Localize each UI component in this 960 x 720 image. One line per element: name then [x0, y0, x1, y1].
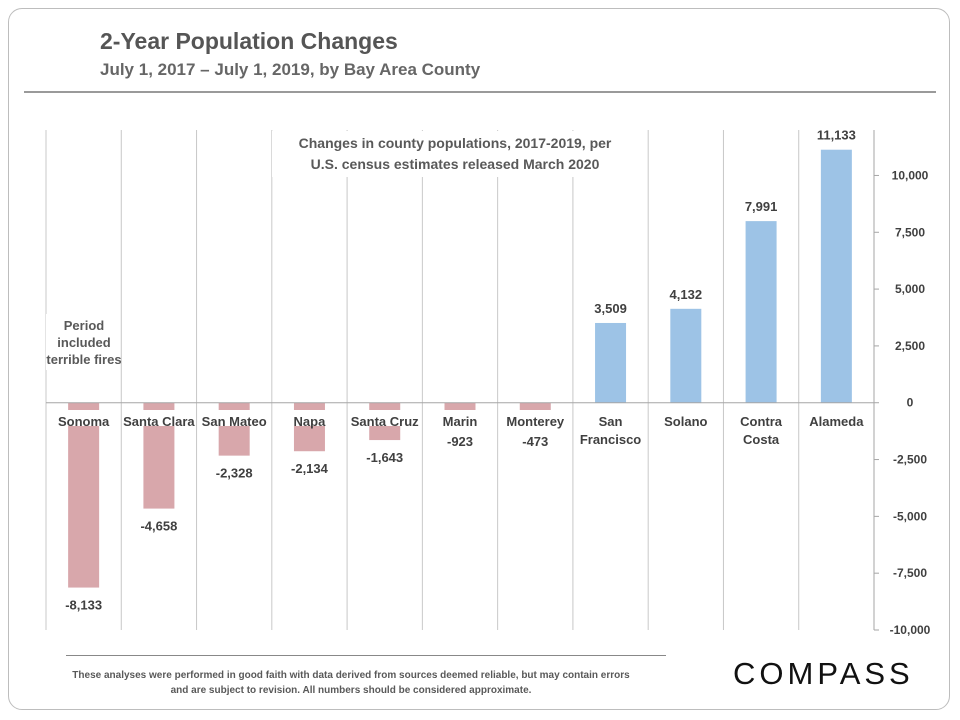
page-subtitle: July 1, 2017 – July 1, 2019, by Bay Area…	[100, 60, 481, 79]
slide-frame	[8, 8, 950, 710]
y-tick-label: -2,500	[893, 453, 927, 467]
value-label: -4,658	[140, 519, 177, 534]
category-label-bg	[348, 410, 421, 426]
annotation-title-line: U.S. census estimates released March 202…	[311, 156, 600, 172]
bar-san-francisco	[595, 322, 627, 403]
category-label-bg	[273, 410, 346, 426]
category-label-bg	[122, 410, 195, 426]
fire-note-bg	[46, 314, 120, 370]
bar-monterey	[519, 402, 551, 414]
bar-contra-costa	[745, 221, 777, 403]
annotation-title-bg	[272, 131, 634, 177]
y-tick-label: 7,500	[895, 225, 925, 239]
category-label-bg	[499, 410, 572, 426]
category-label: Monterey	[506, 414, 565, 429]
page-title: 2-Year Population Changes	[100, 28, 398, 54]
y-tick-label: 10,000	[892, 168, 929, 182]
value-label: -473	[522, 434, 548, 449]
category-label: Marin	[443, 414, 478, 429]
value-label: -8,133	[65, 598, 102, 613]
category-label: San	[599, 414, 623, 429]
y-tick-label: 0	[907, 396, 914, 410]
value-label: 3,509	[594, 301, 627, 316]
value-label: -2,328	[216, 466, 253, 481]
y-tick-label: 5,000	[895, 282, 925, 296]
compass-logo: COMPASS	[733, 656, 914, 691]
category-label: Costa	[743, 432, 780, 447]
value-label: -2,134	[291, 461, 329, 476]
annotation-title-line: Changes in county populations, 2017-2019…	[299, 135, 612, 151]
category-label: Solano	[664, 414, 707, 429]
value-label: 4,132	[670, 287, 703, 302]
category-label-bg	[424, 410, 496, 426]
category-label: Alameda	[809, 414, 864, 429]
title-divider	[24, 91, 936, 93]
category-label: Sonoma	[58, 414, 110, 429]
y-tick-label: -10,000	[890, 623, 931, 637]
y-tick-label: -5,000	[893, 509, 927, 523]
category-label: San Mateo	[202, 414, 267, 429]
value-label: 7,991	[745, 199, 778, 214]
category-label: Napa	[294, 414, 327, 429]
y-tick-label: 2,500	[895, 339, 925, 353]
value-label: 11,133	[817, 128, 856, 143]
disclaimer-text: These analyses were performed in good fa…	[72, 670, 630, 696]
category-label-bg	[198, 410, 271, 426]
category-label: Santa Clara	[123, 414, 195, 429]
bar-solano	[670, 308, 702, 403]
category-label-bg	[47, 410, 120, 426]
category-label: Contra	[740, 414, 783, 429]
y-tick-label: -7,500	[893, 566, 927, 580]
category-label: Francisco	[580, 432, 641, 447]
fire-note-line: Period	[64, 318, 105, 333]
value-label: -1,643	[366, 450, 403, 465]
fire-note-line: terrible fires	[46, 352, 121, 367]
footer-divider	[66, 655, 666, 656]
fire-note-line: included	[57, 335, 111, 350]
bar-alameda	[820, 149, 852, 403]
value-label: -923	[447, 434, 473, 449]
category-label: Santa Cruz	[351, 414, 419, 429]
bar-sonoma	[68, 402, 100, 588]
